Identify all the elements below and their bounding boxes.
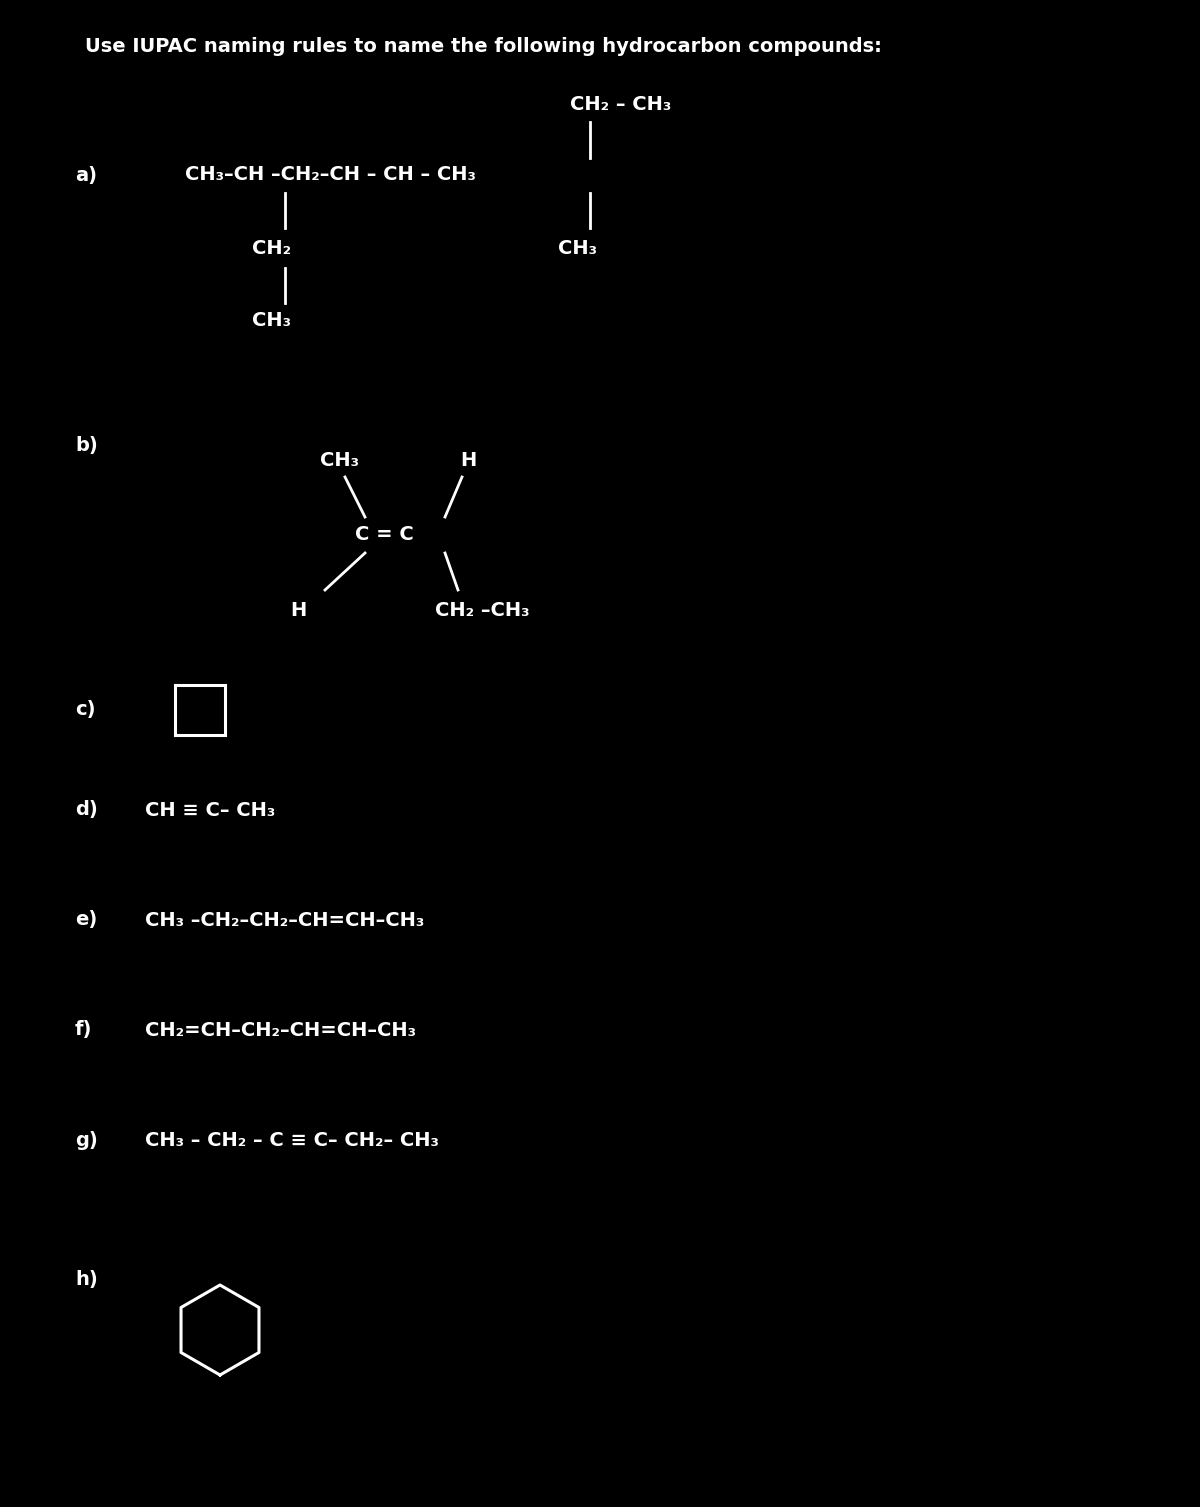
Text: b): b): [74, 436, 97, 455]
Text: CH₃: CH₃: [558, 238, 598, 258]
Text: g): g): [74, 1130, 97, 1150]
Text: h): h): [74, 1270, 97, 1290]
Text: e): e): [74, 910, 97, 930]
Text: CH₃ – CH₂ – C ≡ C– CH₂– CH₃: CH₃ – CH₂ – C ≡ C– CH₂– CH₃: [145, 1130, 439, 1150]
Text: d): d): [74, 800, 97, 820]
Text: CH₃ –CH₂–CH₂–CH=CH–CH₃: CH₃ –CH₂–CH₂–CH=CH–CH₃: [145, 910, 425, 930]
Text: c): c): [74, 701, 96, 719]
Text: CH ≡ C– CH₃: CH ≡ C– CH₃: [145, 800, 275, 820]
Text: Use IUPAC naming rules to name the following hydrocarbon compounds:: Use IUPAC naming rules to name the follo…: [85, 38, 882, 56]
Text: C = C: C = C: [355, 526, 414, 544]
Text: CH₃–CH –CH₂–CH – CH – CH₃: CH₃–CH –CH₂–CH – CH – CH₃: [185, 166, 476, 184]
Text: CH₂=CH–CH₂–CH=CH–CH₃: CH₂=CH–CH₂–CH=CH–CH₃: [145, 1020, 416, 1040]
Text: CH₂ – CH₃: CH₂ – CH₃: [570, 95, 671, 115]
Text: CH₃: CH₃: [252, 310, 292, 330]
Text: f): f): [74, 1020, 92, 1040]
Text: a): a): [74, 166, 97, 184]
Text: CH₃: CH₃: [320, 451, 359, 470]
Text: H: H: [290, 600, 306, 619]
Text: H: H: [460, 451, 476, 470]
Text: CH₂: CH₂: [252, 238, 292, 258]
Text: CH₂ –CH₃: CH₂ –CH₃: [436, 600, 529, 619]
